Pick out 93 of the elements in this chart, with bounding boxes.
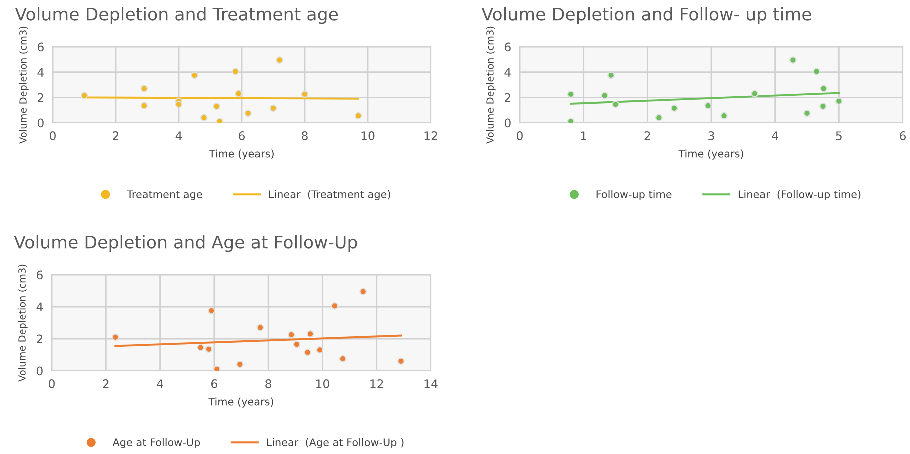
point [804, 110, 811, 118]
legend-label: Linear (Age at Follow-Up ) [267, 438, 404, 448]
y-tick-label: 4 [38, 68, 44, 77]
y-axis-title: Volume Depletion (cm3) [486, 26, 496, 144]
point [655, 114, 663, 122]
y-tick-label: 6 [36, 270, 43, 280]
x-tick-label: 6 [211, 380, 218, 388]
point [813, 68, 820, 76]
point [612, 100, 620, 108]
point [293, 340, 301, 348]
chart-title: Volume Depletion and Treatment age [15, 7, 338, 24]
x-tick-label: 10 [316, 380, 330, 388]
point [608, 72, 615, 80]
point [208, 307, 216, 315]
point [140, 102, 148, 110]
point [820, 85, 828, 92]
y-tick-label: 2 [37, 334, 42, 344]
point [232, 68, 240, 76]
y-tick-label: 0 [36, 366, 43, 376]
point [236, 360, 244, 368]
x-tick-label: 12 [370, 380, 384, 388]
x-tick-label: 8 [266, 380, 272, 388]
legend-label: Treatment age [127, 190, 202, 200]
y-tick-label: 6 [38, 42, 44, 52]
point [751, 90, 759, 98]
x-tick-label: 1 [581, 132, 586, 140]
point [235, 90, 243, 98]
legend-label: Linear (Treatment age) [269, 190, 390, 200]
x-tick-label: 0 [49, 380, 55, 388]
x-tick-label: 5 [836, 132, 842, 140]
point [339, 355, 347, 363]
x-tick-label: 4 [157, 380, 164, 388]
legend-label: Linear (Follow-up time) [738, 190, 861, 200]
point [704, 102, 712, 110]
x-tick-label: 2 [103, 380, 109, 388]
x-tick-label: 3 [708, 132, 714, 140]
point [306, 330, 314, 338]
x-tick-label: 10 [362, 132, 375, 140]
point [288, 331, 296, 339]
x-tick-label: 2 [113, 132, 119, 140]
chart-title: Volume Depletion and Follow- up time [482, 7, 812, 24]
legend-label: Age at Follow-Up [112, 438, 200, 448]
point [670, 104, 678, 112]
point [276, 56, 284, 64]
point [213, 102, 220, 110]
x-tick-label: 6 [900, 132, 906, 140]
x-axis-title: Time (years) [208, 398, 274, 408]
point [244, 110, 252, 118]
y-tick-label: 4 [504, 68, 512, 77]
point [140, 85, 148, 92]
legend-label: Follow-up time [596, 190, 672, 200]
y-axis-title: Volume Depletion (cm3) [19, 26, 29, 144]
point [820, 102, 827, 110]
point [790, 56, 797, 64]
x-tick-label: 0 [50, 132, 56, 140]
point [567, 90, 575, 98]
point [175, 100, 183, 108]
point [256, 324, 264, 332]
point [112, 334, 120, 342]
point [304, 348, 312, 356]
y-tick-label: 2 [38, 93, 44, 102]
x-tick-label: 6 [239, 132, 246, 140]
point [360, 288, 367, 296]
point [197, 344, 205, 352]
point [354, 112, 362, 120]
x-tick-label: 4 [176, 132, 182, 140]
y-axis-title: Volume Depletion (cm3) [18, 264, 28, 382]
x-tick-label: 2 [644, 132, 650, 140]
y-tick-label: 4 [36, 302, 44, 312]
x-tick-label: 0 [517, 132, 523, 140]
point [316, 346, 324, 354]
point [205, 346, 213, 354]
point [200, 114, 208, 122]
point [720, 112, 728, 120]
chart-title: Volume Depletion and Age at Follow-Up [14, 235, 358, 252]
y-tick-label: 0 [504, 118, 511, 128]
x-tick-label: 12 [424, 132, 438, 140]
y-tick-label: 0 [38, 118, 44, 128]
x-axis-title: Time (years) [678, 150, 744, 160]
x-axis-title: Time (years) [209, 150, 274, 160]
x-tick-label: 4 [772, 132, 778, 140]
point [270, 104, 278, 112]
point [80, 92, 88, 100]
point [191, 72, 198, 80]
x-tick-label: 14 [424, 380, 438, 388]
point [601, 92, 609, 100]
point [331, 302, 339, 310]
point [301, 90, 309, 98]
y-tick-label: 2 [505, 93, 510, 102]
x-tick-label: 8 [302, 132, 308, 140]
y-tick-label: 6 [504, 42, 511, 52]
point [398, 358, 405, 366]
point [836, 98, 843, 106]
